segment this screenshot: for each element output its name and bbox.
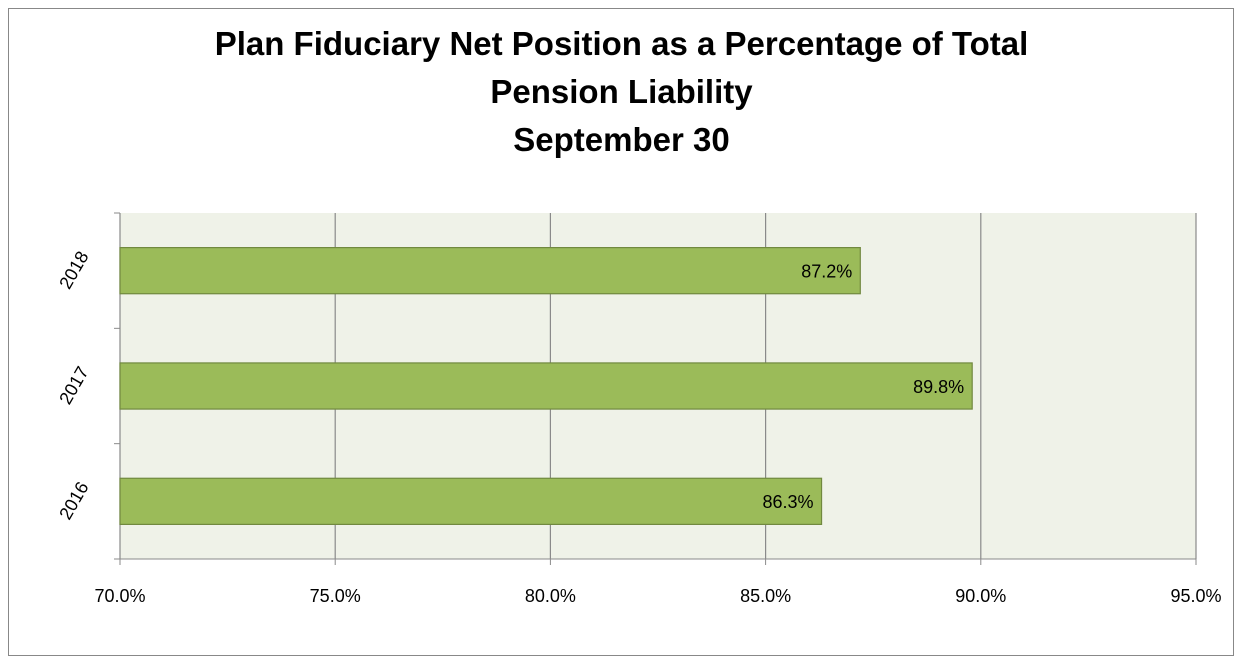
chart-title: Plan Fiduciary Net Position as a Percent… — [214, 25, 1029, 110]
y-tick-label: 2017 — [55, 363, 92, 408]
y-tick-label: 2016 — [55, 478, 92, 523]
title-block: Plan Fiduciary Net Position as a Percent… — [0, 20, 1243, 164]
x-tick-label: 90.0% — [955, 586, 1006, 606]
x-tick-label: 75.0% — [310, 586, 361, 606]
x-tick-label: 95.0% — [1170, 586, 1221, 606]
x-tick-label: 70.0% — [94, 586, 145, 606]
x-tick-label: 85.0% — [740, 586, 791, 606]
value-label: 87.2% — [801, 261, 852, 281]
bar — [119, 247, 861, 295]
chart-subtitle: September 30 — [513, 121, 730, 158]
y-tick-label: 2018 — [55, 248, 92, 293]
bar — [119, 477, 823, 525]
value-label: 89.8% — [913, 377, 964, 397]
value-label: 86.3% — [763, 492, 814, 512]
x-tick-label: 80.0% — [525, 586, 576, 606]
bar — [119, 362, 973, 410]
chart-frame — [8, 8, 1234, 656]
